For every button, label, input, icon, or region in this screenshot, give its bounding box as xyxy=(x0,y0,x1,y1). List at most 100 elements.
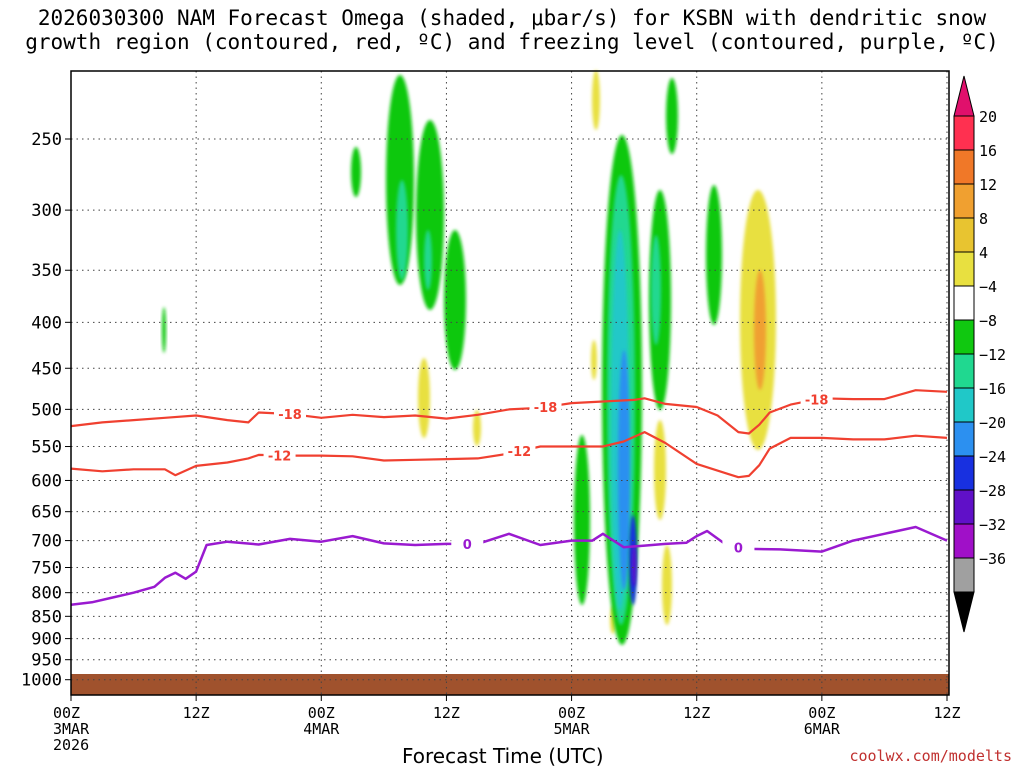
x-tick-label: 00Z xyxy=(308,704,335,722)
colorbar-label: −32 xyxy=(979,516,1006,534)
colorbar-swatch xyxy=(953,421,975,457)
contour-label: 0 xyxy=(734,541,743,556)
chart-title-line-1: 2026030300 NAM Forecast Omega (shaded, μ… xyxy=(37,6,987,30)
contour-label: -12 xyxy=(508,445,532,460)
x-tick-label: 12Z xyxy=(933,704,960,722)
colorbar-swatch xyxy=(953,387,975,423)
colorbar-swatch xyxy=(953,149,975,185)
omega-shade-region xyxy=(654,420,666,520)
colorbar-swatch xyxy=(953,285,975,321)
omega-shade-region xyxy=(591,340,597,380)
omega-shade-region xyxy=(651,235,661,345)
ground-shading xyxy=(71,674,949,695)
contour-label: -18 xyxy=(534,401,558,416)
omega-shade-region xyxy=(473,410,481,446)
contour-label: -18 xyxy=(805,393,829,408)
omega-shade-region xyxy=(574,435,590,605)
colorbar-label: 16 xyxy=(979,142,997,160)
y-tick-label: 350 xyxy=(31,261,62,281)
omega-shade-region xyxy=(662,545,672,625)
colorbar-label: −20 xyxy=(979,414,1006,432)
omega-shade-region xyxy=(418,358,430,438)
y-tick-label: 850 xyxy=(31,607,62,627)
colorbar-top-arrow xyxy=(953,75,975,117)
colorbar-label: 4 xyxy=(979,244,988,262)
y-tick-label: 650 xyxy=(31,503,62,523)
contour-label-bg xyxy=(503,443,536,459)
omega-shade-region xyxy=(351,147,361,197)
contour-label: -18 xyxy=(278,408,302,423)
colorbar-label: 8 xyxy=(979,210,988,228)
y-tick-label: 750 xyxy=(31,558,62,578)
contour-line--12 xyxy=(70,431,948,479)
colorbar-label: 20 xyxy=(979,108,997,126)
colorbar-swatch xyxy=(953,115,975,151)
colorbar-swatch xyxy=(953,455,975,491)
omega-shading xyxy=(162,70,776,645)
omega-shade-region xyxy=(632,543,636,587)
axes: 250 300 350 400 450 500 550 600 650 700 750 800 850 9… xyxy=(21,70,961,754)
colorbar-label: −4 xyxy=(979,278,997,296)
y-tick-label: 300 xyxy=(31,201,62,221)
y-tick-label: 700 xyxy=(31,532,62,552)
contour-label: 0 xyxy=(463,538,472,553)
contour-label: -12 xyxy=(268,449,292,464)
x-tick-label: 12Z xyxy=(183,704,210,722)
grid xyxy=(70,71,949,695)
colorbar-label: −12 xyxy=(979,346,1006,364)
omega-shade-region xyxy=(592,70,600,130)
y-tick-label: 550 xyxy=(31,438,62,458)
colorbar-swatch xyxy=(953,217,975,253)
colorbar-swatch xyxy=(953,183,975,219)
omega-shade-region xyxy=(618,350,630,590)
plot-frame xyxy=(70,70,950,696)
y-tick-label: 1000 xyxy=(21,671,62,691)
y-tick-label: 400 xyxy=(31,313,62,333)
contour-line-0 xyxy=(70,525,948,606)
colorbar-label: 12 xyxy=(979,176,997,194)
colorbar-swatch xyxy=(953,523,975,559)
colorbar: 20 16 12 8 4 −4 −8 −12 −16 −20 −24 −28 −32 −36 xyxy=(953,75,1006,633)
contour-label-bg xyxy=(722,539,755,555)
colorbar-bottom-arrow xyxy=(953,591,975,633)
ground-surface xyxy=(71,674,949,695)
x-tick-label: 4MAR xyxy=(303,720,340,738)
x-tick-label: 12Z xyxy=(433,704,460,722)
colorbar-label: −24 xyxy=(979,448,1006,466)
y-tick-label: 450 xyxy=(31,359,62,379)
colorbar-swatch xyxy=(953,557,975,593)
y-tick-label: 500 xyxy=(31,400,62,420)
omega-shade-region xyxy=(424,230,432,290)
contour-label-bg xyxy=(451,535,484,551)
y-tick-label: 250 xyxy=(31,130,62,150)
contour-label-bg xyxy=(274,406,306,422)
chart-title-line-2: growth region (contoured, red, ºC) and f… xyxy=(25,30,999,54)
contour-label-bg xyxy=(263,447,296,463)
omega-shade-region xyxy=(162,307,166,353)
x-tick-label: 12Z xyxy=(683,704,710,722)
colorbar-label: −16 xyxy=(979,380,1006,398)
colorbar-swatch xyxy=(953,353,975,389)
credit-link[interactable]: coolwx.com/modelts xyxy=(849,747,1012,765)
omega-shade-region xyxy=(396,180,408,280)
x-tick-label: 6MAR xyxy=(804,720,841,738)
x-tick-label: 3MAR xyxy=(53,720,90,738)
colorbar-label: −36 xyxy=(979,550,1006,568)
colorbar-label: −28 xyxy=(979,482,1006,500)
contour-series: -18 -18 -18 -12 -12 0 0 xyxy=(70,389,948,606)
x-axis-title: Forecast Time (UTC) xyxy=(402,744,604,768)
y-tick-label: 900 xyxy=(31,630,62,650)
colorbar-swatch xyxy=(953,489,975,525)
omega-shade-region xyxy=(444,230,466,370)
omega-shade-region xyxy=(666,78,678,154)
x-tick-label: 00Z xyxy=(808,704,835,722)
x-tick-label: 00Z xyxy=(558,704,585,722)
omega-shade-region xyxy=(416,120,444,310)
omega-shade-region xyxy=(754,270,766,390)
colorbar-swatch xyxy=(953,251,975,287)
x-tick-label: 2026 xyxy=(53,736,89,754)
colorbar-swatch xyxy=(953,319,975,355)
x-tick-label: 00Z xyxy=(53,704,80,722)
colorbar-label: −8 xyxy=(979,312,997,330)
